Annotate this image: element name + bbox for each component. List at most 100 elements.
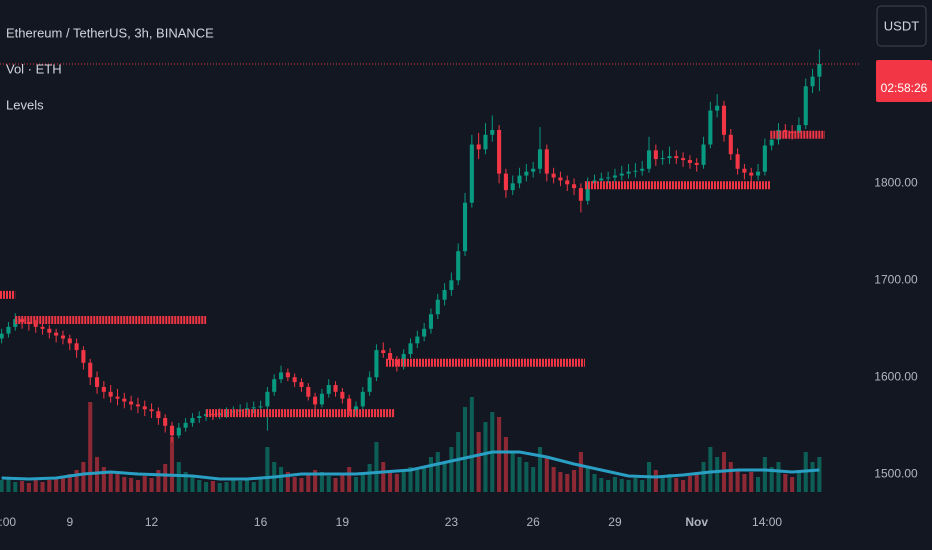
volume-bar	[67, 474, 72, 492]
y-tick-label: 1800.00	[874, 175, 918, 189]
candle-body	[190, 418, 195, 423]
candle-body	[640, 168, 645, 171]
candle-body	[135, 404, 140, 407]
candle-body	[401, 354, 406, 366]
volume-bar	[388, 470, 393, 492]
price-label-box	[876, 60, 932, 103]
volume-bar	[408, 467, 413, 492]
volume-bar	[265, 447, 270, 492]
candle-body	[565, 180, 570, 185]
candle-body	[428, 314, 433, 329]
volume-bar	[810, 462, 815, 492]
volume-bar	[183, 472, 188, 492]
candle-body	[606, 177, 611, 179]
candle-body	[667, 156, 672, 159]
candle-body	[415, 336, 420, 344]
volume-bar	[715, 457, 720, 492]
candle-body	[497, 129, 502, 174]
volume-bar	[497, 417, 502, 492]
volume-bar	[783, 474, 788, 492]
volume-bar	[681, 480, 686, 492]
candle-body	[176, 427, 181, 436]
candle-body	[54, 332, 59, 336]
candle-body	[285, 372, 290, 378]
x-tick-label: 9	[66, 515, 73, 529]
volume-bar	[299, 478, 304, 492]
candle-body	[558, 177, 563, 181]
currency-button[interactable]	[876, 5, 927, 47]
volume-bar	[258, 478, 263, 492]
candle-body	[653, 150, 658, 160]
candle-body	[681, 158, 686, 161]
candle-body	[756, 171, 761, 176]
volume-bar	[40, 482, 45, 492]
candle-body	[783, 129, 788, 132]
volume-bar	[606, 480, 611, 492]
volume-bar	[353, 477, 359, 492]
candle-body	[442, 289, 447, 300]
volume-bar	[817, 457, 822, 492]
volume-bar	[13, 482, 18, 492]
candle-body	[701, 144, 706, 165]
candle-body	[381, 350, 386, 354]
volume-bar	[74, 470, 79, 492]
candle-body	[578, 188, 583, 201]
currency-label[interactable]: USDT	[884, 18, 919, 33]
candle-body	[619, 173, 624, 176]
candle-body	[646, 150, 652, 169]
volume-bar	[6, 478, 11, 492]
y-tick-label: 1500.00	[874, 466, 918, 480]
candle-body	[94, 377, 100, 387]
volume-bar	[633, 478, 638, 492]
candle-body	[408, 343, 413, 355]
candle-body	[817, 64, 822, 77]
candle-body	[524, 171, 529, 176]
candle-body	[40, 326, 45, 329]
indicator-label: Vol · ETH	[6, 61, 62, 76]
volume-bar	[210, 481, 215, 492]
candle-body	[476, 144, 481, 150]
volume-bar	[428, 457, 433, 492]
volume-bar	[510, 452, 515, 492]
candle-body	[749, 172, 754, 176]
volume-bar	[101, 467, 106, 492]
candle-body	[142, 406, 147, 410]
candle-body	[483, 134, 488, 150]
volume-bar	[701, 462, 706, 492]
volume-bar	[149, 478, 154, 492]
volume-bar	[660, 477, 665, 492]
volume-bar	[251, 482, 256, 492]
candle-body	[599, 178, 604, 181]
candle-body	[742, 168, 747, 173]
volume-bar	[524, 462, 529, 492]
candle-body	[169, 425, 175, 436]
x-tick-label: 14:00	[752, 515, 782, 529]
volume-bar	[735, 470, 740, 492]
volume-bar	[517, 457, 522, 492]
x-tick-label: 26	[526, 515, 540, 529]
candle-body	[449, 280, 454, 290]
volume-bar	[163, 464, 168, 492]
volume-bar	[694, 474, 699, 492]
volume-bar	[313, 470, 318, 492]
volume-bar	[796, 470, 801, 492]
candle-body	[306, 386, 311, 397]
candle-body	[367, 377, 372, 392]
candle-body	[626, 171, 631, 174]
volume-bar	[469, 397, 474, 492]
candle-body	[204, 414, 209, 417]
volume-bar	[367, 464, 372, 492]
candle-body	[687, 160, 692, 163]
y-tick-label: 1600.00	[874, 369, 918, 383]
candle-body	[319, 393, 324, 405]
candle-body	[108, 391, 113, 397]
volume-bar	[319, 472, 324, 492]
candle-body	[721, 105, 727, 135]
volume-bar	[231, 480, 236, 492]
chart-title: Ethereum / TetherUS, 3h, BINANCE	[6, 25, 214, 40]
candle-body	[510, 183, 515, 191]
candle-body	[422, 328, 427, 337]
candle-body	[129, 401, 134, 405]
